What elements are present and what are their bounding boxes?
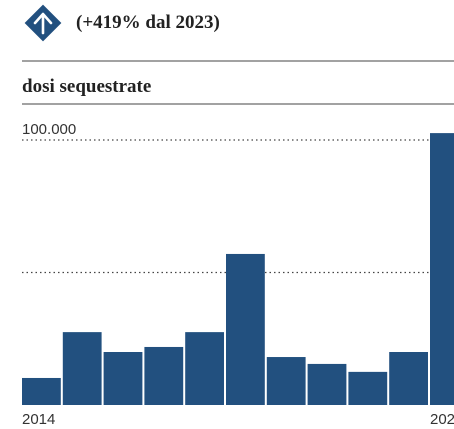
bar <box>266 357 306 405</box>
bar <box>430 133 454 406</box>
bar <box>62 332 102 405</box>
bar <box>103 352 143 405</box>
up-icon <box>24 4 62 42</box>
change-label: (+419% dal 2023) <box>76 12 220 33</box>
x-tick-label: 2014 <box>22 411 55 428</box>
bar <box>22 377 61 405</box>
bar <box>348 371 388 405</box>
y-tick-label: 100.000 <box>22 121 76 138</box>
x-tick-label: 2024 <box>430 411 454 428</box>
bar <box>144 346 184 405</box>
chart-title: dosi sequestrate <box>22 76 151 97</box>
bar <box>226 253 265 405</box>
bar <box>307 363 347 405</box>
bar <box>389 352 428 405</box>
bar <box>185 332 224 405</box>
